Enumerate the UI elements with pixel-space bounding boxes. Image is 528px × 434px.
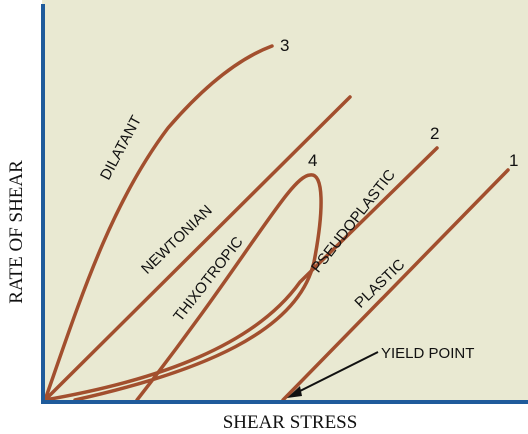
curve-number: 4 [308, 151, 317, 170]
dilatant-curve [43, 44, 274, 402]
annotation: YIELD POINT [381, 345, 474, 362]
y-axis-label: RATE OF SHEAR [6, 160, 27, 304]
x-axis-label: SHEAR STRESS [223, 412, 358, 433]
plot-background [42, 0, 528, 403]
arrow-head [287, 386, 302, 398]
thixotropic-curve [73, 173, 323, 402]
newtonian-curve [43, 95, 352, 402]
curve-number: 2 [430, 124, 439, 143]
annotation-arrow [295, 351, 379, 394]
curve-number: 3 [280, 36, 289, 55]
pseudoplastic-curve [43, 146, 439, 402]
plastic-curve [281, 168, 510, 402]
curve-number: 1 [509, 151, 518, 170]
